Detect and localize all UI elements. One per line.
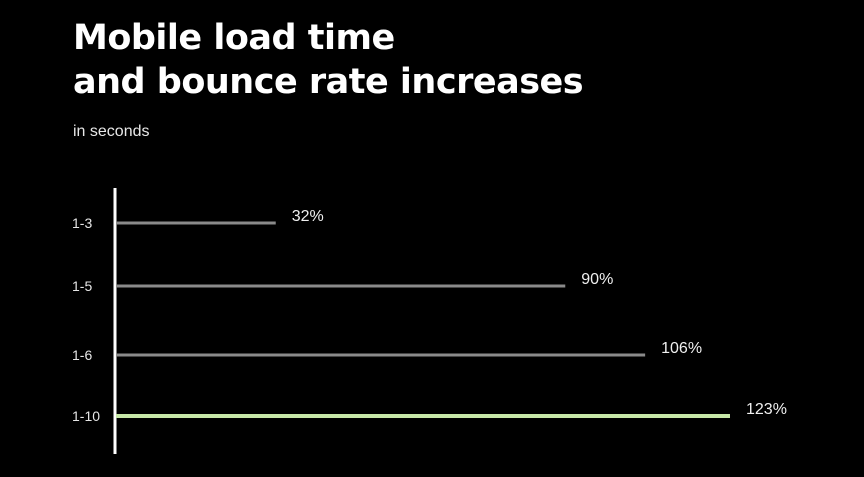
chart-title-line-1: Mobile load time bbox=[73, 18, 395, 58]
bars-group: 1-3 32% 1-5 90% 1-6 106% 1-10 123% bbox=[72, 208, 787, 424]
y-tick-label: 1-5 bbox=[72, 278, 92, 294]
chart-title: Mobile load time and bounce rate increas… bbox=[73, 16, 584, 104]
data-label: 32% bbox=[292, 208, 324, 225]
y-tick-label: 1-10 bbox=[72, 408, 100, 424]
y-tick-label: 1-3 bbox=[72, 215, 92, 231]
y-tick-label: 1-6 bbox=[72, 347, 92, 363]
data-label: 123% bbox=[746, 401, 787, 418]
data-label: 90% bbox=[581, 271, 613, 288]
data-label: 106% bbox=[661, 340, 702, 357]
chart-title-line-2: and bounce rate increases bbox=[73, 62, 584, 102]
chart-subtitle: in seconds bbox=[73, 123, 150, 140]
